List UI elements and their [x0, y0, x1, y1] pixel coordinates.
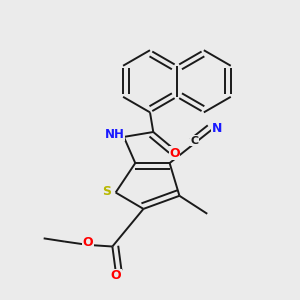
Text: S: S [102, 185, 111, 198]
Text: N: N [212, 122, 223, 136]
Text: O: O [110, 269, 121, 283]
Text: O: O [82, 236, 93, 249]
Text: O: O [169, 147, 180, 160]
Text: NH: NH [105, 128, 124, 141]
Text: C: C [190, 136, 199, 146]
